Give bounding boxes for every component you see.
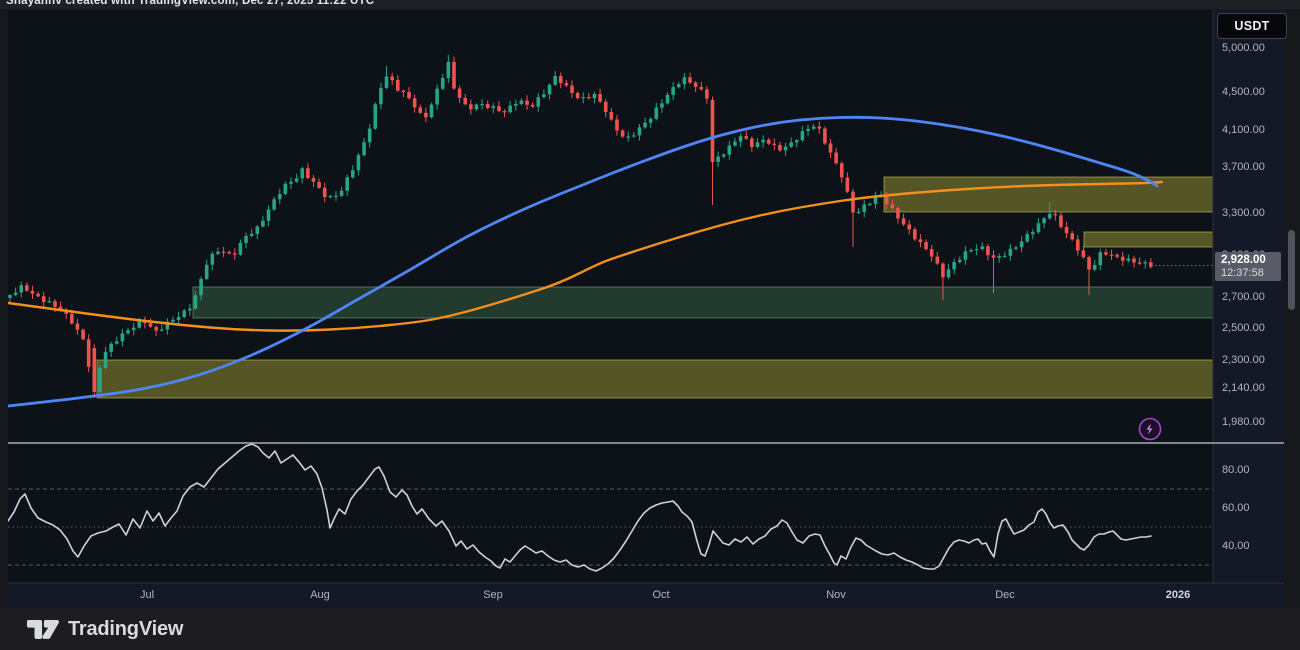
- price-tick: 1,980.00: [1222, 416, 1265, 428]
- price-tick: 2,700.00: [1222, 291, 1265, 303]
- bar-countdown: 12:37:58: [1221, 267, 1264, 279]
- price-tick: 3,700.00: [1222, 161, 1265, 173]
- zone-supply-mid: [1083, 231, 1214, 248]
- scrollbar-thumb[interactable]: [1288, 230, 1295, 310]
- zone-supply-upper: [883, 176, 1214, 213]
- rsi-line: [8, 443, 1152, 572]
- price-tick: 5,000.00: [1222, 42, 1265, 54]
- currency-toggle-button[interactable]: USDT: [1217, 13, 1287, 39]
- price-scale-area[interactable]: [1213, 10, 1284, 583]
- rsi-tick: 40.00: [1222, 540, 1250, 552]
- zone-demand-lower: [96, 359, 1214, 399]
- time-tick-oct: Oct: [652, 589, 670, 601]
- zone-demand-green: [192, 286, 1214, 319]
- tradingview-logo-icon[interactable]: [26, 616, 60, 643]
- ma-blue-line: [8, 115, 1159, 408]
- time-scale-area[interactable]: [8, 583, 1284, 608]
- last-price-badge: 2,928.00 12:37:58: [1215, 252, 1281, 281]
- price-tick: 2,140.00: [1222, 382, 1265, 394]
- rsi-tick: 80.00: [1222, 464, 1250, 476]
- lightning-icon: [1146, 423, 1153, 435]
- price-tick: 4,100.00: [1222, 124, 1265, 136]
- time-tick-2026: 2026: [1165, 589, 1191, 601]
- attribution-text: Shayanhv created with TradingView.com, D…: [6, 0, 375, 7]
- price-tick: 3,300.00: [1222, 207, 1265, 219]
- time-tick-sep: Sep: [483, 589, 503, 601]
- price-tick: 2,500.00: [1222, 322, 1265, 334]
- rsi-tick: 60.00: [1222, 502, 1250, 514]
- price-tick: 4,500.00: [1222, 86, 1265, 98]
- attribution-bar: Shayanhv created with TradingView.com, D…: [0, 0, 1300, 9]
- ma-orange-line: [8, 180, 1164, 332]
- chart-panel: [8, 10, 1284, 608]
- time-tick-aug: Aug: [310, 589, 330, 601]
- time-tick-jul: Jul: [139, 589, 155, 601]
- time-tick-nov: Nov: [826, 589, 846, 601]
- flash-button[interactable]: [1138, 417, 1162, 441]
- candles: [8, 55, 1153, 398]
- tradingview-wordmark[interactable]: TradingView: [68, 617, 184, 640]
- time-tick-dec: Dec: [995, 589, 1015, 601]
- last-price-value: 2,928.00: [1221, 254, 1266, 266]
- price-tick: 2,300.00: [1222, 354, 1265, 366]
- price-chart[interactable]: [8, 10, 1284, 608]
- footer-bar: TradingView: [0, 608, 1300, 650]
